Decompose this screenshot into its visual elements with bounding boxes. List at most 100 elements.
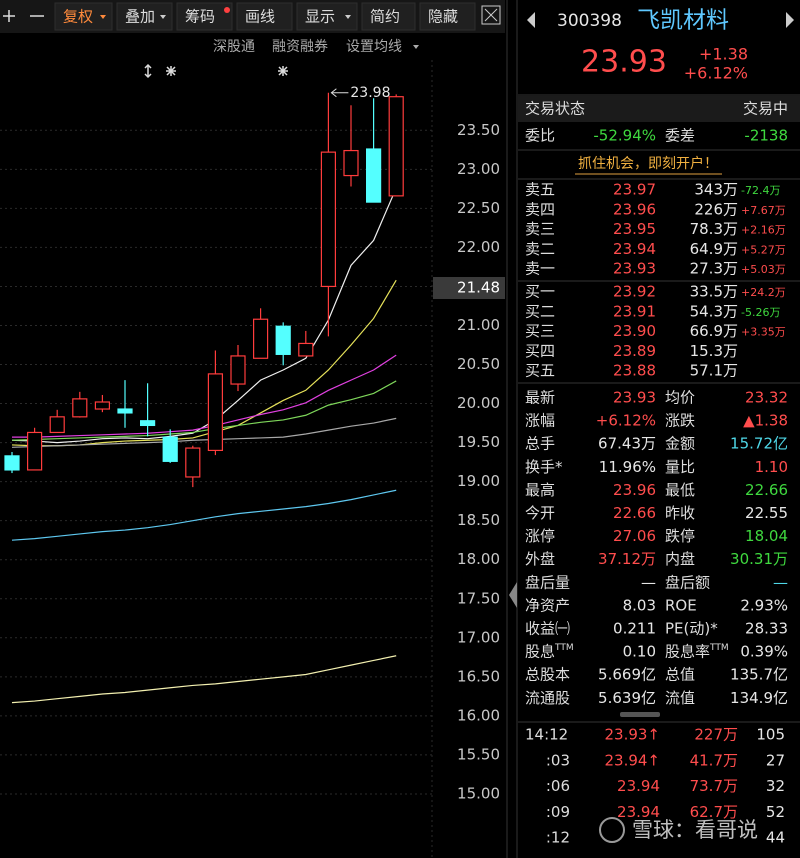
book-volume: 33.5万 [690,283,738,301]
y-tick-label: 22.00 [457,238,500,256]
candle-body [207,373,223,452]
toolbar-label[interactable]: 筹码 [185,8,215,26]
toolbar-button[interactable] [419,2,476,31]
moving-average [11,187,397,444]
tick-time: :03 [546,751,570,769]
book-price: 23.96 [613,200,656,218]
candle-body [230,355,246,385]
marker [166,66,176,76]
dropdown-arrow [413,45,419,49]
toolbar-label[interactable]: 复权 [63,8,93,26]
moving-average [11,417,397,448]
tick-time: :09 [546,803,570,821]
candle-body [117,408,133,414]
toolbar-button[interactable] [176,2,233,31]
toolbar-label[interactable]: 显示 [305,8,335,26]
stat-label: 昨收 [665,504,695,522]
status-bg [518,96,800,122]
stat-value: ▲1.38 [743,412,788,430]
stat-value: 15.72亿 [730,435,788,453]
toolbar-label[interactable]: 简约 [370,8,400,26]
book-level: 卖一 [525,260,555,278]
tick-volume: 227万 [694,726,738,744]
stat-label: 收益㈠ [525,620,570,638]
next-stock[interactable] [786,12,794,28]
stat-label: 最新 [525,389,555,407]
stat-value: — [773,573,788,591]
stat-label: 内盘 [665,550,695,568]
prev-stock[interactable] [527,12,535,28]
stat-label-sup: TTM [554,643,574,653]
tick-count: 44 [766,829,785,847]
stat-value: 23.93 [613,389,656,407]
tick-time: :06 [546,777,570,795]
stat-label: 总手 [525,435,555,453]
status-value: 交易中 [743,100,788,118]
toolbar-label[interactable]: 叠加 [125,8,155,26]
book-level: 买三 [525,322,555,340]
candle-body [27,431,43,471]
dropdown-arrow [160,15,166,19]
cursor-price: 21.48 [457,279,500,297]
stat-value: 134.9亿 [730,689,788,707]
y-tick-label: 23.00 [457,160,500,178]
stat-value: 37.12万 [598,550,656,568]
sub-toolbar-item[interactable]: 融资融券 [272,39,328,55]
marker [144,73,152,79]
book-volume: 226万 [694,200,738,218]
stat-label: 金额 [665,435,695,453]
book-level: 卖五 [525,181,555,199]
candle-body [343,149,359,177]
stat-value: 8.03 [623,596,656,614]
stat-value: 11.96% [599,458,656,476]
moving-average [12,354,397,438]
stat-label: ROE [665,596,697,614]
promo-banner[interactable]: 抓住机会，即刻开户！ [578,155,718,172]
drag-handle[interactable] [620,712,660,717]
book-delta: +24.2万 [741,286,786,299]
book-price: 23.91 [613,302,656,320]
fullscreen-icon[interactable] [481,5,501,25]
book-delta: +3.35万 [741,326,786,339]
stat-label: 涨幅 [525,412,555,430]
collapse-arrow[interactable] [509,582,517,608]
book-price: 23.89 [613,342,656,360]
stat-value: 30.31万 [730,550,788,568]
book-level: 卖三 [525,220,555,238]
candle-body [4,455,20,471]
book-volume: 15.3万 [690,342,738,360]
stat-value: — [641,573,656,591]
y-tick-label: 19.00 [457,472,500,490]
book-delta: +5.03万 [741,263,786,276]
tick-count: 32 [766,777,785,795]
toolbar-button[interactable] [236,2,293,31]
weibi-value: -52.94% [593,127,656,145]
tick-price: 23.94↑ [604,751,660,769]
book-level: 卖二 [525,240,555,258]
book-volume: 27.3万 [690,260,738,278]
stock-name: 飞凯材料 [637,8,729,34]
candle-body [388,96,404,197]
price-change: +1.38 [699,45,748,64]
stat-value: 67.43万 [598,435,656,453]
y-tick-label: 19.50 [457,433,500,451]
stat-value: 2.93% [740,596,788,614]
candle-body [140,420,156,427]
stat-label: 涨停 [525,527,555,545]
event-markers [144,63,288,79]
stat-value: 23.96 [613,481,656,499]
stat-label: 盘后量 [525,573,570,591]
toolbar-label[interactable]: 隐藏 [428,8,458,26]
weibi-label: 委差 [665,127,695,145]
toolbar-button[interactable] [361,2,416,31]
candle-body [162,436,178,462]
tick-volume: 73.7万 [690,777,738,795]
sub-toolbar-item[interactable]: 设置均线 [346,39,402,55]
stat-value: 23.32 [745,389,788,407]
stat-label: 跌停 [665,527,695,545]
toolbar-label[interactable]: 画线 [245,8,275,26]
stat-value: 18.04 [745,527,788,545]
sub-toolbar-item[interactable]: 深股通 [213,39,255,55]
y-tick-label: 20.00 [457,394,500,412]
book-volume: 54.3万 [690,302,738,320]
